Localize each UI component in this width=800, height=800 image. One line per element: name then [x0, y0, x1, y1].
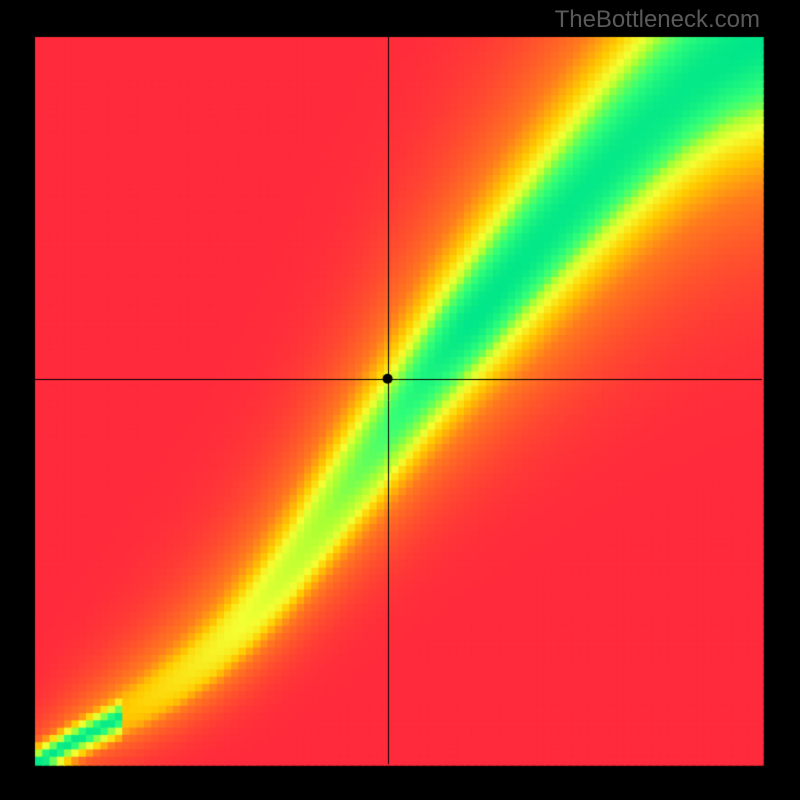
chart-container: TheBottleneck.com [0, 0, 800, 800]
bottleneck-heatmap [0, 0, 800, 800]
watermark-text: TheBottleneck.com [555, 6, 760, 34]
